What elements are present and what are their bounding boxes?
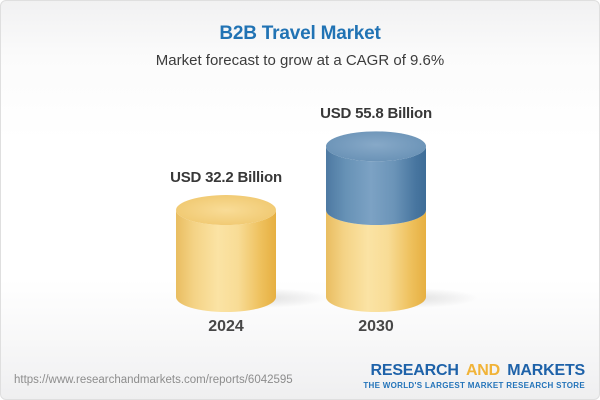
bar-category-label-0: 2024 (208, 318, 244, 335)
company-logo: RESEARCH AND MARKETS THE WORLD'S LARGEST… (363, 362, 585, 390)
logo-word-markets: MARKETS (507, 362, 585, 380)
chart-subtitle: Market forecast to grow at a CAGR of 9.6… (155, 52, 445, 69)
logo-word-and: AND (465, 362, 501, 380)
logo-tagline: THE WORLD'S LARGEST MARKET RESEARCH STOR… (363, 381, 585, 390)
logo-word-research: RESEARCH (370, 362, 459, 380)
chart-title: B2B Travel Market (219, 23, 381, 44)
logo-wordmark: RESEARCH AND MARKETS (363, 362, 586, 380)
bar-value-label-1: USD 55.8 Billion (320, 105, 432, 123)
source-url: https://www.researchandmarkets.com/repor… (14, 374, 293, 386)
bar-category-label-1: 2030 (358, 318, 394, 335)
bar-value-label-0: USD 32.2 Billion (170, 169, 282, 187)
